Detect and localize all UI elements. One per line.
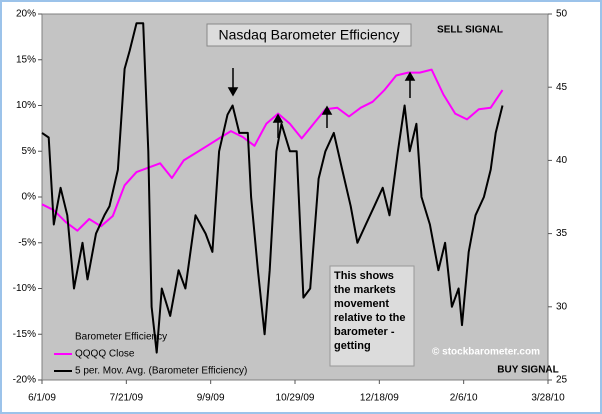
y-tick-label: -15% <box>13 329 36 340</box>
note-line: the markets <box>334 284 396 296</box>
note: This shows the markets movement relative to… <box>334 270 406 352</box>
y-tick-label: 10% <box>16 100 36 111</box>
x-tick-label: 12/18/09 <box>360 393 399 404</box>
legend-label: 5 per. Mov. Avg. (Barometer Efficiency) <box>75 366 247 377</box>
marks <box>38 13 552 384</box>
y-tick-label: -20% <box>13 375 36 386</box>
y2-tick-label: 45 <box>556 82 568 93</box>
y-tick-label: 20% <box>16 9 36 20</box>
arrow-head <box>321 105 333 115</box>
y2-tick-label: 50 <box>556 9 568 20</box>
x-tick-label: 7/21/09 <box>110 393 144 404</box>
series-line <box>41 22 504 354</box>
legend-title: Barometer Efficiency <box>75 332 167 343</box>
title-box <box>206 23 412 47</box>
x-tick-label: 6/1/09 <box>28 393 56 404</box>
x-tick-label: 10/29/09 <box>276 393 315 404</box>
arrow-head <box>272 113 284 123</box>
legend-label: QQQQ Close <box>75 349 135 360</box>
sell-signal: SELL SIGNAL <box>437 25 503 36</box>
note-line: relative to the <box>334 312 406 324</box>
series-line <box>41 68 504 232</box>
buy-signal: BUY SIGNAL <box>497 365 559 376</box>
y2-tick-label: 40 <box>556 155 568 166</box>
legend: QQQQ Close 5 per. Mov. Avg. (Barometer Ef… <box>54 349 247 377</box>
arrow-head <box>404 71 416 81</box>
y2-tick-label: 25 <box>556 375 568 386</box>
y-tick-label: 5% <box>22 146 37 157</box>
y2-tick-label: 35 <box>556 228 568 239</box>
y-tick-label: -10% <box>13 283 36 294</box>
plot-area <box>41 13 549 381</box>
y-tick-label: 0% <box>22 192 37 203</box>
note-line: movement <box>334 298 389 310</box>
copyright: © stockbarometer.com <box>432 347 540 358</box>
arrow-head <box>227 87 239 97</box>
x-tick-label: 2/6/10 <box>450 393 478 404</box>
x-tick-label: 9/9/09 <box>197 393 225 404</box>
y2-tick-label: 30 <box>556 301 568 312</box>
x-tick-label: 3/28/10 <box>531 393 565 404</box>
note-box <box>329 265 415 367</box>
note-line: This shows <box>334 270 394 282</box>
note-line: getting <box>334 340 371 352</box>
y-tick-label: -5% <box>18 237 36 248</box>
y-tick-label: 15% <box>16 54 36 65</box>
arrows <box>227 68 416 138</box>
note-line: barometer - <box>334 326 395 338</box>
chart-title: Nasdaq Barometer Efficiency <box>218 27 399 43</box>
